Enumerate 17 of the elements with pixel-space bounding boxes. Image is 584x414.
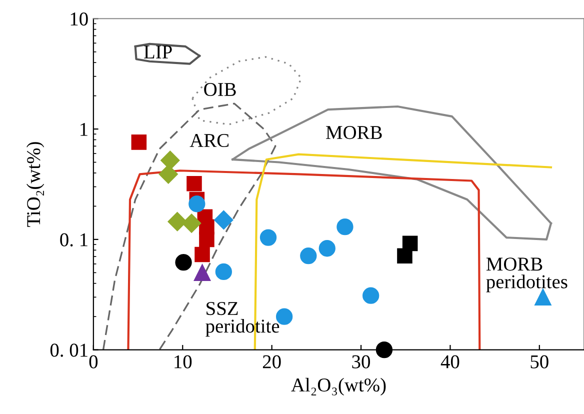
annotation: MORB peridotites xyxy=(486,258,568,292)
x-tick-label: 50 xyxy=(530,355,548,368)
x-axis-title: Al₂O₃(wt%) xyxy=(291,378,386,396)
annotation: OIB xyxy=(204,82,236,96)
annotation: ARC xyxy=(190,134,228,148)
x-tick-label: 10 xyxy=(174,355,192,368)
annotation: MORB xyxy=(326,126,382,140)
y-tick-label: 0. 1 xyxy=(60,233,88,246)
annotation: LIP xyxy=(144,46,172,58)
y-tick-label: 1 xyxy=(80,122,88,136)
x-tick-label: 20 xyxy=(262,355,281,368)
x-tick-label: 40 xyxy=(440,355,460,368)
y-axis-title: TiO₂(wt%) xyxy=(26,142,44,227)
x-tick-label: 0 xyxy=(89,355,98,368)
x-tick-label: 30 xyxy=(352,355,370,368)
y-tick-label: 0. 01 xyxy=(50,344,88,357)
y-tick-label: 10 xyxy=(70,12,88,26)
